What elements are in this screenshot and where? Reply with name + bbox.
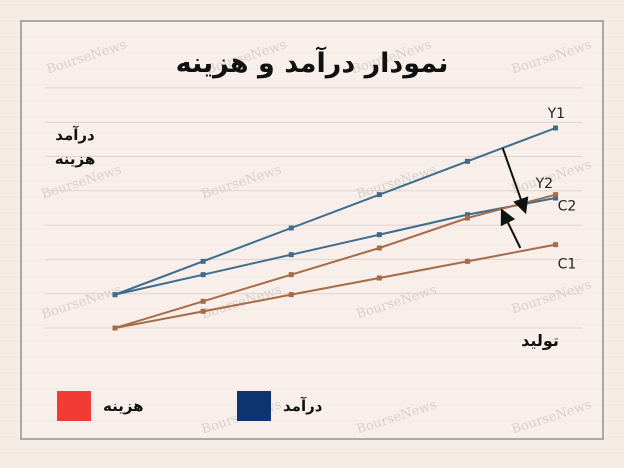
x-axis-label: تولید [521,331,559,350]
legend-item-revenue: درآمد [237,391,322,421]
gap-arrow-cost [500,208,522,249]
series-line-y1 [114,127,556,296]
data-point [553,192,559,198]
series-label-c1: C1 [558,257,577,273]
data-point [200,298,206,304]
data-point [200,258,206,264]
series-label-y2: Y2 [535,176,553,192]
data-point [376,232,382,238]
legend-swatch-cost [57,391,91,421]
series-label-c2: C2 [558,199,577,215]
legend-label-cost: هزینه [103,397,144,415]
data-point [200,272,206,278]
series-line-y2 [114,197,556,296]
legend-label-revenue: درآمد [283,397,323,415]
legend-swatch-revenue [237,391,271,421]
data-point [464,258,470,264]
data-point [376,275,382,281]
data-point [200,308,206,314]
chart-title: نمودار درآمد و هزینه [175,48,449,79]
series-label-y1: Y1 [547,106,565,122]
data-point [288,225,294,231]
y-axis-label-line: هزینه [54,150,96,168]
data-point [376,192,382,198]
data-point [553,195,559,201]
legend-item-cost: هزینه [57,391,144,421]
data-point [288,252,294,258]
gap-arrow-revenue [501,147,529,215]
data-point [553,242,559,248]
data-point [288,272,294,278]
series-line-c1 [114,243,556,329]
data-point [464,212,470,218]
data-point [553,125,559,131]
data-point [376,245,382,251]
data-point [464,158,470,164]
data-point [112,325,118,331]
y-axis-label: درآمد هزینه [40,123,110,171]
data-point [112,292,118,298]
y-axis-label-line: درآمد [55,126,95,144]
series-line-c2 [114,193,556,329]
chart-card [20,20,604,440]
data-point [464,215,470,221]
data-point [288,292,294,298]
